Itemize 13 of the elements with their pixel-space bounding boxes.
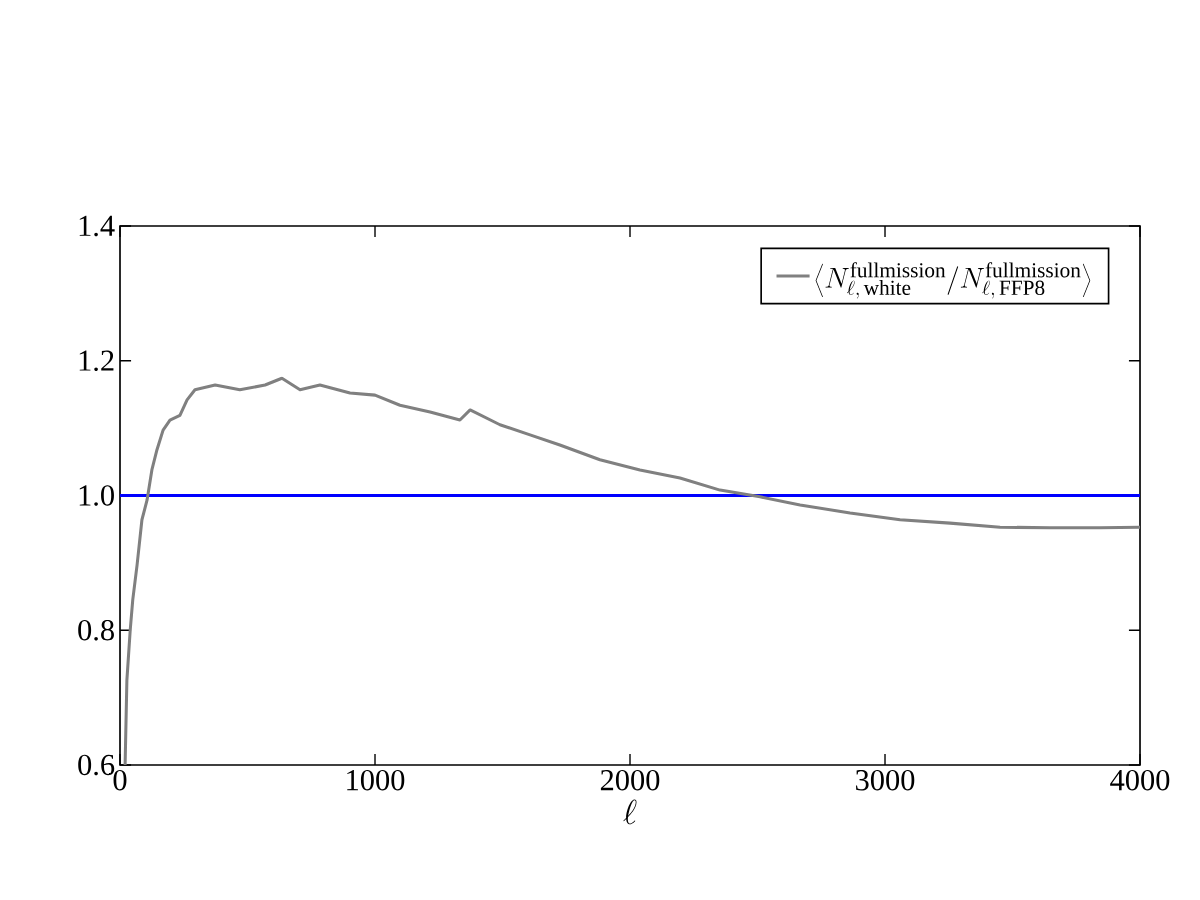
x-tick-label: 3000 [856, 769, 915, 791]
y-tick-label: 1.4 [79, 215, 115, 237]
line-series [123, 376, 1141, 765]
y-tick-label: 1.2 [79, 350, 114, 372]
y-tick-label: 1.0 [79, 485, 114, 506]
y-tick-label: 0.8 [78, 619, 114, 641]
x-axis-title: $\ell$ [623, 799, 637, 825]
x-tick-label: 1000 [347, 769, 405, 791]
x-tick-label: 0 [113, 769, 127, 791]
x-tick-label: 2000 [600, 769, 660, 791]
x-tick-label: 4000 [1110, 769, 1170, 791]
y-tick-label: 0.6 [78, 754, 115, 776]
legend-label: $\left\langle N_{\ell,\,\mathrm{white}}^{\mathrm{fullmission}}/N_{\ell,\,\mathrm{FFP8}}^{\mathrm{fullmission}}\right\rangle$ [815, 262, 1091, 299]
